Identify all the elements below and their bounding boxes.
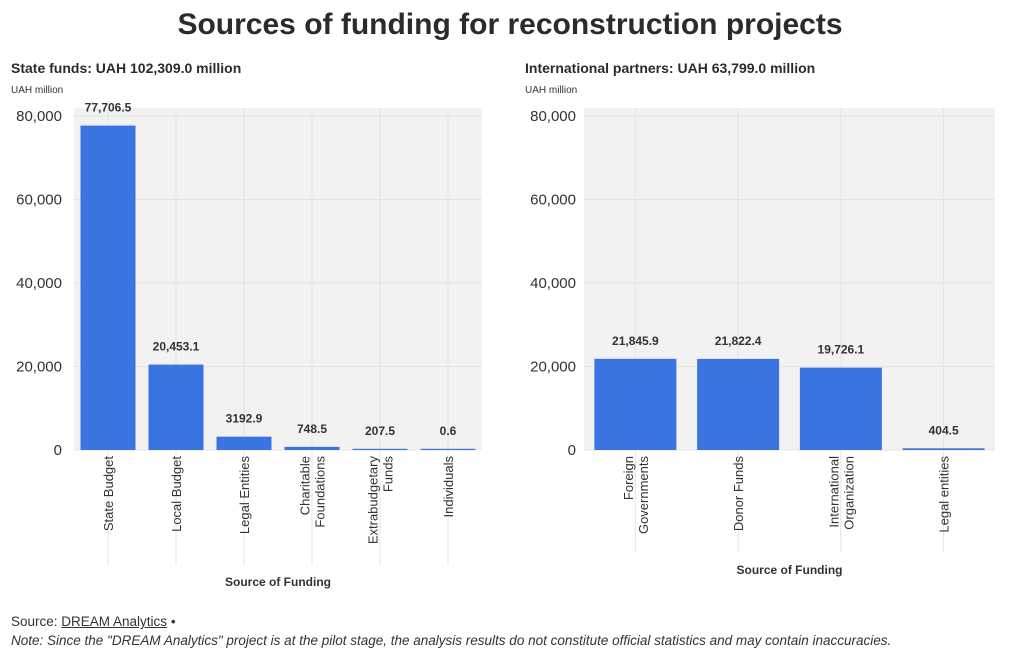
left-category-label: State Budget [101,456,116,532]
left-y-tick-label: 0 [54,442,62,459]
left-plot-background [74,108,482,450]
left-y-tick-label: 40,000 [16,275,62,292]
right-category-label: Governments [636,456,651,535]
right-data-label: 19,726.1 [818,343,865,357]
right-x-axis-title: Source of Funding [737,563,843,577]
right-bar [902,448,985,450]
left-bar [148,364,204,450]
left-data-label: 748.5 [297,422,327,436]
right-category-label: International [826,456,841,528]
right-category-label: Legal entities [937,456,952,533]
right-y-tick-label: 60,000 [530,192,576,209]
right-category-label: Organization [841,456,856,530]
left-data-label: 0.6 [440,424,457,438]
right-data-label: 21,845.9 [612,334,659,348]
right-y-tick-label: 80,000 [530,108,576,125]
left-data-label: 3192.9 [226,412,263,426]
right-y-tick-label: 20,000 [530,359,576,376]
right-bar [799,367,882,450]
left-data-label: 20,453.1 [153,340,200,354]
left-data-label: 207.5 [365,424,395,438]
charts-canvas: 0 20,000 40,000 60,000 80,000 77,706.5 State B… [16,101,995,589]
left-y-tick-label: 80,000 [16,108,62,125]
right-y-tick-label: 40,000 [530,275,576,292]
left-category-label: Extrabudgetary [366,456,381,545]
left-category-label: Local Budget [169,456,184,532]
left-y-tick-label: 20,000 [16,359,62,376]
right-chart: 0 20,000 40,000 60,000 80,000 21,845.9 Foreign… [530,108,995,577]
right-data-label: 21,822.4 [715,334,762,348]
left-bar [420,448,476,450]
right-category-label: Foreign [621,456,636,500]
left-bar [80,125,136,450]
left-chart: 0 20,000 40,000 60,000 80,000 77,706.5 State B… [16,101,482,589]
left-bar [216,436,272,450]
right-bar [697,358,780,450]
left-bar [352,448,408,450]
page-title: Sources of funding for reconstruction pr… [177,8,843,41]
right-data-label: 404.5 [929,423,959,437]
right-y-tick-label: 0 [568,442,576,459]
source-link[interactable]: DREAM Analytics [61,614,168,629]
right-chart-unit-label: UAH million [525,85,578,96]
left-category-label: Legal Entities [237,456,252,535]
source-bullet: • [167,614,176,629]
left-data-label: 77,706.5 [85,101,132,115]
right-bar [594,358,677,450]
left-category-label: Foundations [313,456,328,528]
right-category-label: Donor Funds [731,456,746,532]
left-chart-unit-label: UAH million [11,85,64,96]
right-chart-subtitle: International partners: UAH 63,799.0 mil… [525,60,816,76]
source-line: Source: DREAM Analytics • [11,614,176,629]
left-bar [284,446,340,450]
left-category-label: Individuals [441,456,456,518]
left-category-label: Funds [381,456,396,493]
note-text: Note: Since the "DREAM Analytics" projec… [11,633,892,648]
left-x-axis-title: Source of Funding [225,575,331,589]
left-category-label: Charitable [298,456,313,515]
source-prefix: Source: [11,614,62,629]
left-y-tick-label: 60,000 [16,192,62,209]
left-chart-subtitle: State funds: UAH 102,309.0 million [11,60,242,76]
